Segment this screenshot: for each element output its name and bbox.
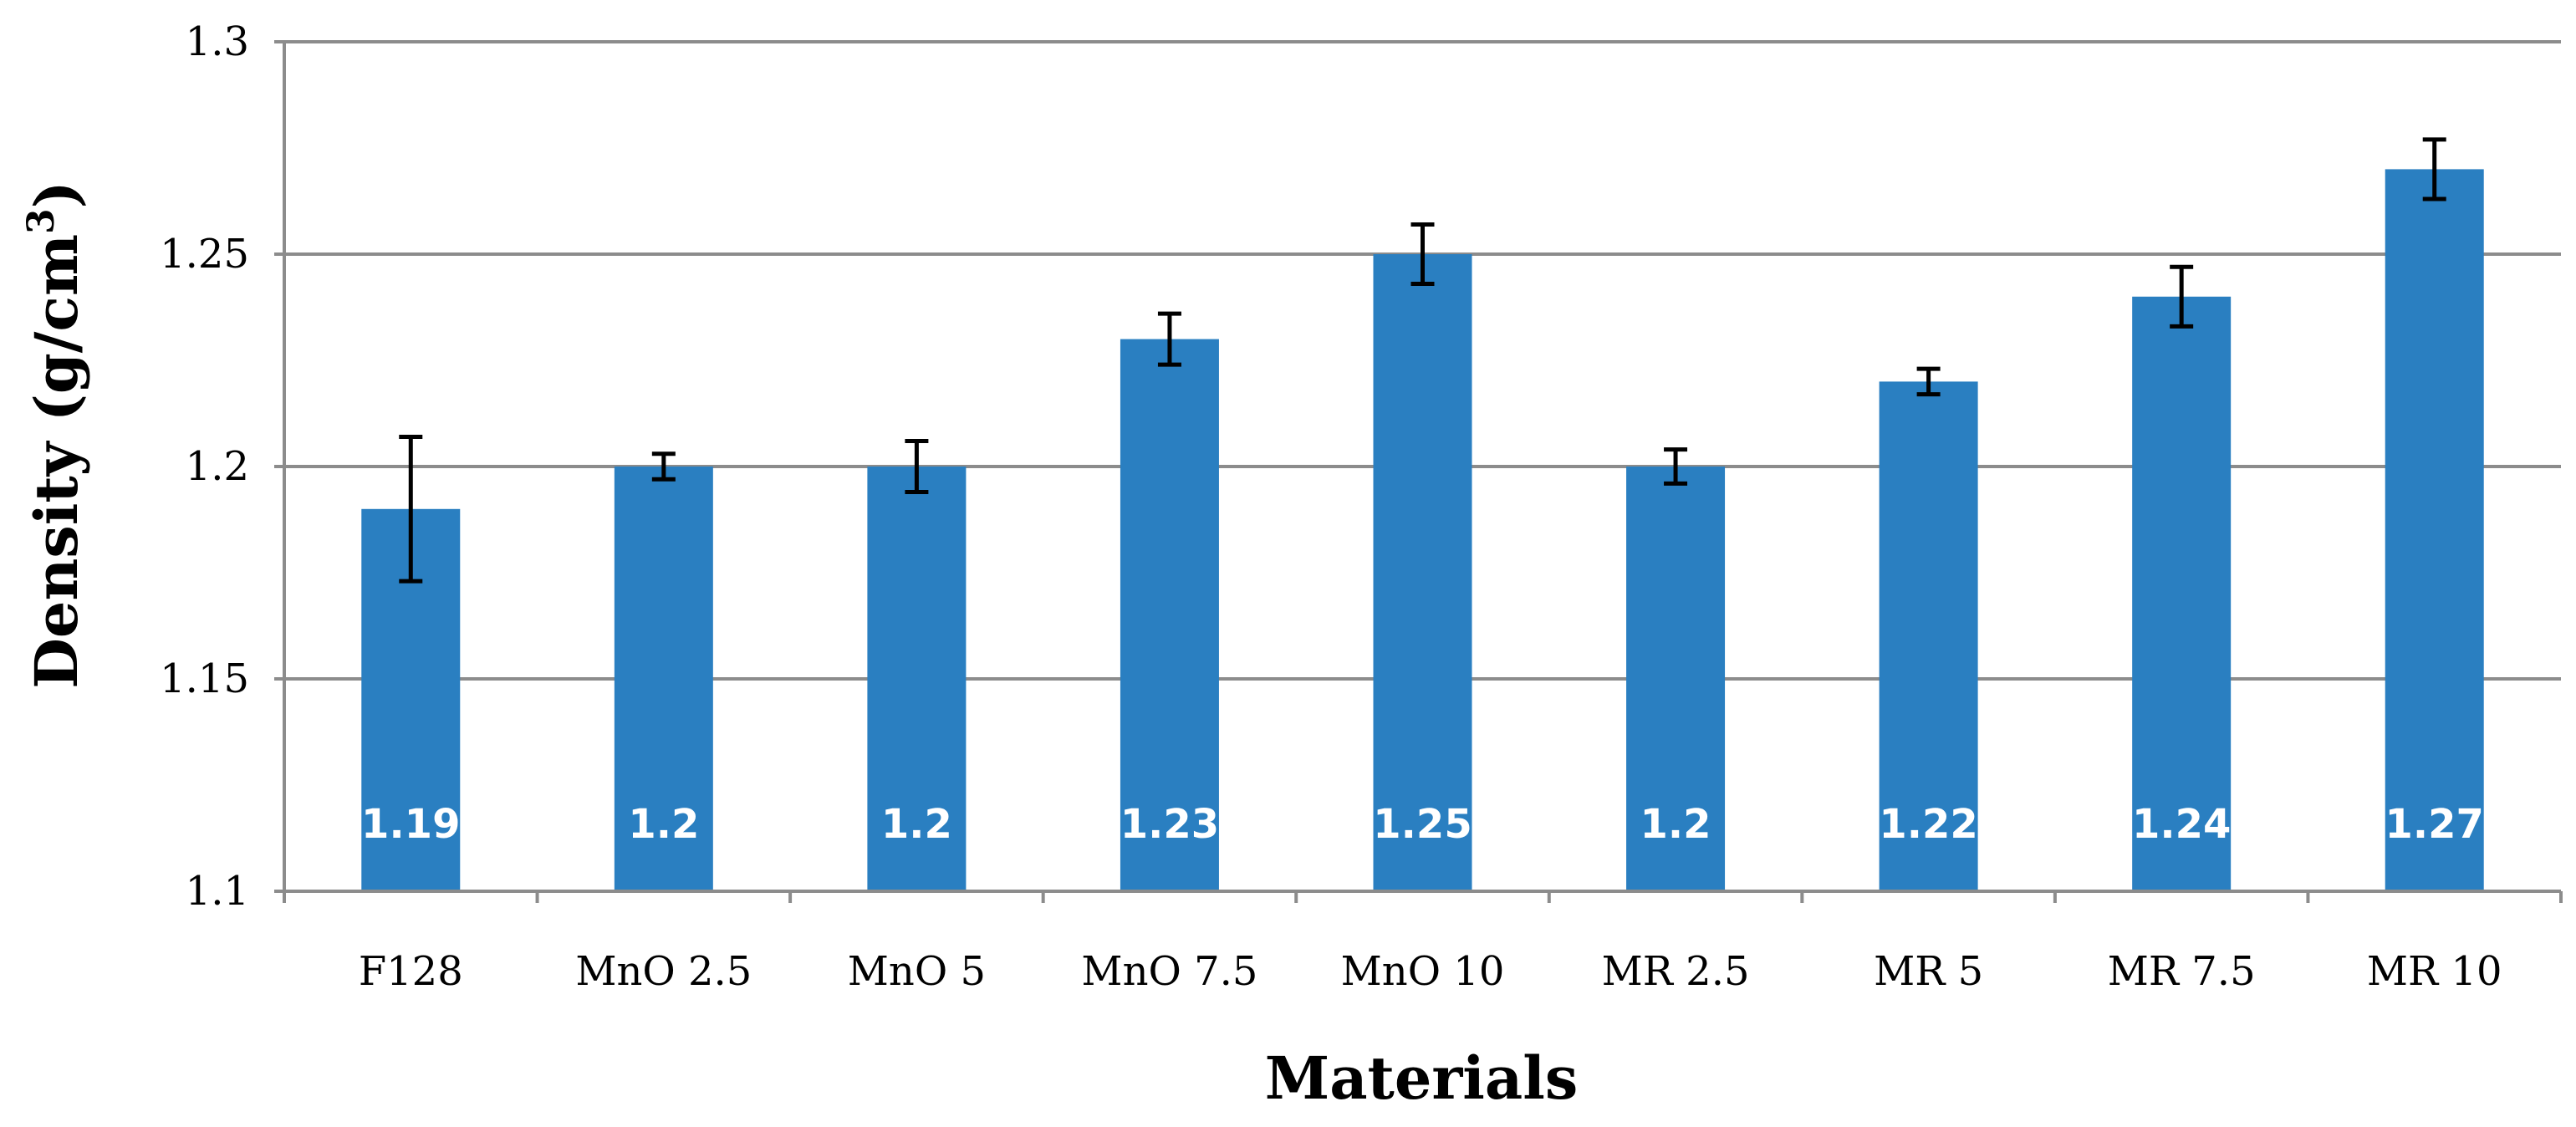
bar (1120, 339, 1219, 892)
bar (867, 467, 967, 891)
bar (1373, 254, 1472, 891)
x-tick-label: MnO 7.5 (1081, 948, 1257, 995)
y-tick-label: 1.1 (186, 868, 249, 915)
x-tick-label: F128 (359, 948, 463, 995)
y-axis-title-superscript: 3 (20, 208, 63, 234)
bar (2132, 296, 2232, 891)
x-tick-label: MnO 5 (848, 948, 986, 995)
data-label: 1.23 (1120, 801, 1219, 848)
data-label: 1.2 (1640, 801, 1711, 848)
y-axis-title: Density (g/cm3) (20, 181, 91, 689)
data-label: 1.24 (2132, 801, 2231, 848)
y-axis-title-close: ) (22, 181, 91, 208)
x-tick-label: MR 10 (2367, 948, 2502, 995)
x-tick-label: MR 5 (1874, 948, 1983, 995)
y-tick-label: 1.2 (186, 443, 249, 490)
y-tick-label: 1.15 (160, 655, 249, 702)
x-tick-label: MR 2.5 (1602, 948, 1750, 995)
data-labels: 1.19 1.2 1.2 1.23 1.25 1.2 1.22 1.24 1.27 (361, 801, 2484, 848)
x-tick-label: MnO 10 (1341, 948, 1505, 995)
data-label: 1.22 (1879, 801, 1977, 848)
x-tick-label: MR 7.5 (2108, 948, 2256, 995)
y-tick-label: 1.3 (186, 18, 249, 65)
data-label: 1.25 (1373, 801, 1472, 848)
axes: 1.1 1.15 1.2 1.25 1.3 F128 MnO 2.5 MnO 5 MnO 7.5… (160, 18, 2563, 995)
y-axis-title-main: Density (g/cm (22, 234, 91, 689)
data-label: 1.2 (628, 801, 699, 848)
error-bars (399, 137, 2446, 584)
bar (2385, 169, 2484, 891)
x-axis-title: Materials (1265, 1043, 1579, 1113)
data-label: 1.2 (881, 801, 952, 848)
bar (1626, 467, 1726, 891)
x-tick-label: MnO 2.5 (575, 948, 752, 995)
bar (1879, 381, 1978, 891)
data-label: 1.19 (361, 801, 460, 848)
y-tick-label: 1.25 (160, 231, 249, 278)
data-label: 1.27 (2385, 801, 2484, 848)
bar (614, 467, 713, 891)
